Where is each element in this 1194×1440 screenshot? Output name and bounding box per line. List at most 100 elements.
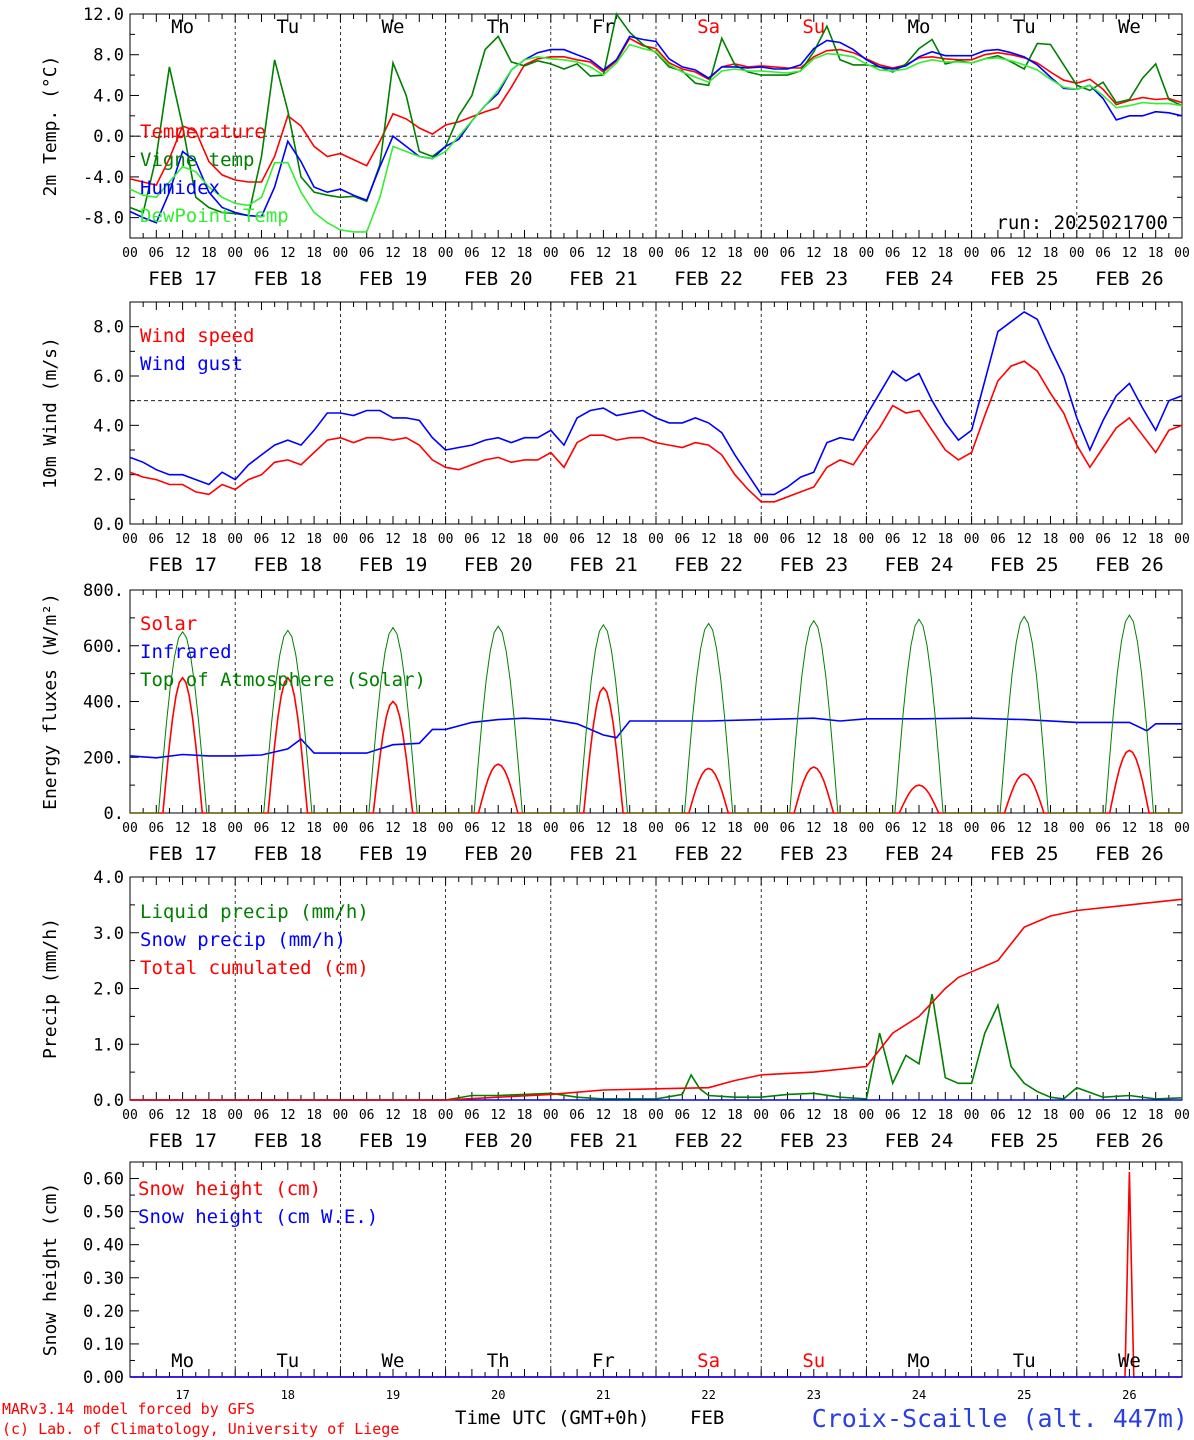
y-tick-label: 0.0 (93, 127, 124, 147)
hour-tick-label: 00 (122, 821, 138, 836)
legend-entry: Solar (140, 613, 197, 635)
hour-tick-label: 06 (569, 821, 585, 836)
hour-tick-label: 00 (438, 1108, 454, 1123)
hour-tick-label: 00 (964, 246, 980, 261)
hour-tick-label: 18 (517, 821, 533, 836)
hour-tick-label: 12 (280, 821, 296, 836)
day-label: FEB 17 (148, 1130, 217, 1152)
day-label: FEB 21 (569, 554, 638, 576)
hour-tick-label: 12 (490, 821, 506, 836)
hour-tick-label: 12 (806, 246, 822, 261)
day-number-label: 25 (1017, 1388, 1031, 1402)
day-label: FEB 20 (464, 843, 533, 865)
y-axis-label: 2m Temp. (°C) (40, 56, 61, 197)
day-number-label: 17 (175, 1388, 189, 1402)
hour-tick-label: 00 (1174, 1108, 1190, 1123)
hour-tick-label: 06 (674, 246, 690, 261)
legend-entry: Snow precip (mm/h) (140, 929, 346, 951)
hour-tick-label: 06 (464, 821, 480, 836)
hour-tick-label: 18 (201, 532, 217, 547)
hour-tick-label: 18 (201, 246, 217, 261)
hour-tick-label: 06 (780, 821, 796, 836)
hour-tick-label: 00 (333, 1108, 349, 1123)
hour-tick-label: 18 (832, 1108, 848, 1123)
series-line-infrared (129, 717, 1182, 759)
series-line-top-of-atmosphere-solar (130, 614, 1182, 814)
day-label: FEB 23 (779, 268, 848, 290)
weekday-label: Fr (592, 1350, 615, 1372)
y-tick-label: 4.0 (93, 868, 124, 888)
hour-tick-label: 12 (280, 246, 296, 261)
y-tick-label: 200. (83, 748, 124, 768)
hour-tick-label: 06 (254, 246, 270, 261)
day-label: FEB 23 (779, 843, 848, 865)
day-label: FEB 25 (990, 1130, 1059, 1152)
y-tick-label: 0.0 (93, 515, 124, 535)
y-tick-label: 0.50 (83, 1203, 124, 1223)
day-label: FEB 21 (569, 1130, 638, 1152)
hour-tick-label: 12 (596, 821, 612, 836)
day-label: FEB 24 (885, 554, 954, 576)
legend-entry: Snow height (cm W.E.) (138, 1206, 378, 1228)
hour-tick-label: 00 (1174, 246, 1190, 261)
hour-tick-label: 12 (490, 532, 506, 547)
hour-tick-label: 06 (674, 821, 690, 836)
weekday-label: Mo (171, 1350, 194, 1372)
hour-tick-label: 06 (254, 532, 270, 547)
hour-tick-label: 00 (964, 821, 980, 836)
day-label: FEB 25 (990, 554, 1059, 576)
hour-tick-label: 12 (806, 821, 822, 836)
hour-tick-label: 00 (1069, 246, 1085, 261)
hour-tick-label: 06 (674, 1108, 690, 1123)
hour-tick-label: 12 (701, 532, 717, 547)
run-label: run: 2025021700 (996, 212, 1168, 234)
hour-tick-label: 12 (280, 532, 296, 547)
hour-tick-label: 06 (359, 1108, 375, 1123)
hour-tick-label: 00 (438, 246, 454, 261)
hour-tick-label: 18 (1043, 246, 1059, 261)
hour-tick-label: 00 (648, 821, 664, 836)
day-number-label: 19 (386, 1388, 400, 1402)
hour-tick-label: 00 (1174, 532, 1190, 547)
y-tick-label: 8.0 (93, 46, 124, 66)
hour-tick-label: 06 (464, 1108, 480, 1123)
weekday-label: Tu (276, 16, 299, 38)
hour-tick-label: 00 (648, 246, 664, 261)
hour-tick-label: 12 (385, 1108, 401, 1123)
hour-tick-label: 12 (1122, 1108, 1138, 1123)
hour-tick-label: 00 (122, 246, 138, 261)
hour-tick-label: 06 (1095, 532, 1111, 547)
day-label: FEB 26 (1095, 843, 1164, 865)
y-tick-label: 0.00 (83, 1368, 124, 1388)
y-tick-label: 2.0 (93, 466, 124, 486)
hour-tick-label: 12 (1016, 821, 1032, 836)
weekday-label: Mo (908, 1350, 931, 1372)
weekday-label: Tu (276, 1350, 299, 1372)
hour-tick-label: 00 (1174, 821, 1190, 836)
hour-tick-label: 06 (885, 821, 901, 836)
hour-tick-label: 06 (885, 532, 901, 547)
hour-tick-label: 06 (254, 821, 270, 836)
y-tick-label: 400. (83, 693, 124, 713)
hour-tick-label: 18 (306, 532, 322, 547)
y-tick-label: 600. (83, 637, 124, 657)
hour-tick-label: 00 (1069, 1108, 1085, 1123)
hour-tick-label: 12 (596, 1108, 612, 1123)
y-tick-label: 0.30 (83, 1269, 124, 1289)
hour-tick-label: 12 (911, 246, 927, 261)
hour-tick-label: 06 (990, 532, 1006, 547)
day-label: FEB 18 (253, 843, 322, 865)
day-label: FEB 21 (569, 843, 638, 865)
hour-tick-label: 12 (701, 821, 717, 836)
hour-tick-label: 18 (622, 1108, 638, 1123)
hour-tick-label: 18 (832, 532, 848, 547)
hour-tick-label: 18 (832, 246, 848, 261)
day-label: FEB 24 (885, 843, 954, 865)
y-axis-label: Snow height (cm) (40, 1183, 61, 1356)
day-number-label: 22 (701, 1388, 715, 1402)
hour-tick-label: 18 (411, 1108, 427, 1123)
hour-tick-label: 00 (438, 821, 454, 836)
legend-entry: Temperature (140, 121, 266, 143)
hour-tick-label: 00 (227, 821, 243, 836)
hour-tick-label: 18 (306, 246, 322, 261)
